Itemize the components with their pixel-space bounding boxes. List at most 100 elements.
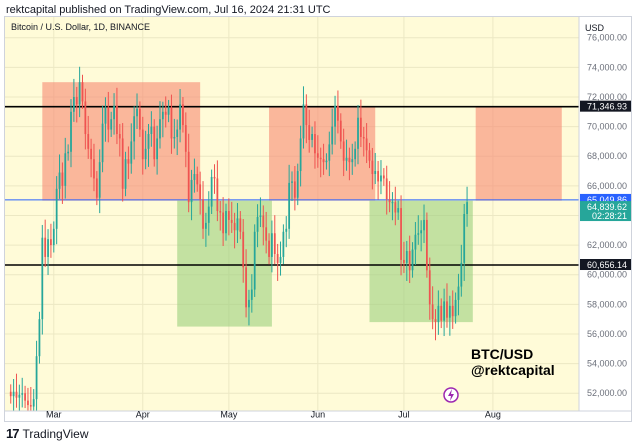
candle-body [230, 219, 233, 223]
candle-body [107, 107, 110, 130]
candle-body [58, 172, 61, 189]
candle-body [239, 218, 242, 232]
candle-body [431, 304, 434, 320]
price-chart[interactable]: USD 52,000.00 54,000.00 56,000.00 58,000.00 6… [5, 17, 631, 421]
candle-body [448, 305, 451, 318]
candle-body [314, 134, 316, 154]
candle-body [176, 129, 179, 137]
candle-body [437, 305, 440, 323]
x-tick-label: May [220, 409, 238, 419]
candle-body [81, 82, 84, 102]
candle-body [331, 126, 334, 145]
candle-body [460, 262, 463, 287]
candle-body [242, 231, 245, 268]
chart-frame[interactable]: USD 52,000.00 54,000.00 56,000.00 58,000.00 6… [4, 16, 632, 422]
candle-body [205, 222, 207, 229]
candle-body [72, 96, 75, 112]
y-tick-label: 68,000.00 [587, 151, 627, 161]
candle-body [245, 267, 247, 308]
candle-body [24, 393, 26, 401]
candle-body [161, 111, 164, 120]
candle-body [397, 208, 400, 213]
candle-body [202, 199, 204, 229]
candle-body [110, 119, 113, 130]
candle-body [196, 174, 199, 185]
candle-body [173, 136, 176, 139]
y-tick-label: 74,000.00 [587, 62, 627, 72]
candle-body [222, 212, 225, 234]
candle-body [325, 160, 328, 163]
candle-body [41, 237, 44, 320]
x-tick-label: Jul [398, 409, 410, 419]
candle-body [29, 405, 32, 407]
published-caption: rektcapital published on TradingView.com… [6, 4, 331, 16]
candle-body [118, 134, 121, 139]
watermark-author: @rektcapital [471, 362, 555, 378]
candle-body [116, 105, 118, 135]
candle-body [457, 286, 460, 300]
footer-brand: TradingView [22, 426, 89, 441]
candle-body [417, 233, 420, 235]
y-tick-label: 56,000.00 [587, 329, 627, 339]
candle-body [388, 199, 391, 203]
candle-body [219, 211, 222, 213]
candle-body [55, 188, 58, 229]
y-tick-label: 76,000.00 [587, 33, 627, 43]
candle-body [236, 218, 239, 231]
price-label: 60,656.14 [587, 260, 627, 270]
candle-body [156, 138, 158, 160]
candle-body [348, 157, 351, 163]
candle-body [420, 230, 423, 234]
candle-body [133, 116, 136, 142]
candle-body [377, 171, 379, 182]
candle-body [322, 159, 325, 163]
candle-body [104, 107, 107, 124]
candle-body [130, 141, 133, 164]
candle-body [268, 240, 270, 257]
candle-body [285, 228, 288, 232]
candle-body [87, 134, 90, 149]
candle-body [271, 233, 273, 257]
candle-body [199, 184, 202, 200]
candle-body [466, 202, 468, 214]
candle-body [293, 181, 296, 198]
candle-body [253, 231, 256, 290]
candle-body [434, 319, 437, 323]
candle-body [187, 151, 190, 203]
candle-body [38, 319, 41, 357]
candle-body [299, 138, 302, 172]
candle-body [179, 104, 181, 130]
tradingview-logo-icon: 17 [6, 426, 20, 441]
candle-body [305, 104, 308, 126]
watermark-pair: BTC/USD [471, 346, 533, 362]
candle-body [21, 393, 24, 395]
countdown-label: 02:28:21 [592, 211, 627, 221]
currency-label: USD [585, 23, 605, 33]
candle-body [451, 305, 454, 317]
candle-body [279, 256, 282, 263]
candle-body [52, 228, 55, 246]
candle-body [454, 299, 457, 317]
price-label-box [580, 259, 631, 271]
candle-body [411, 249, 414, 271]
candle-body [382, 175, 385, 179]
candle-body [190, 179, 193, 203]
candle-body [136, 108, 138, 117]
candle-body [428, 270, 431, 305]
candle-body [44, 237, 47, 257]
chart-title: Bitcoin / U.S. Dollar, 1D, BINANCE [11, 22, 150, 32]
candle-body [64, 153, 67, 186]
candle-body [184, 125, 187, 152]
y-tick-label: 54,000.00 [587, 359, 627, 369]
candle-body [139, 108, 141, 130]
resistance-zone [475, 107, 562, 201]
candle-body [371, 160, 374, 175]
support-zone [369, 200, 473, 323]
candle-body [127, 159, 130, 164]
y-tick-label: 52,000.00 [587, 388, 627, 398]
candle-body [334, 105, 336, 127]
candle-body [12, 391, 15, 397]
candle-body [426, 219, 428, 271]
price-label: 65,049.86 [587, 195, 627, 205]
candle-body [90, 148, 92, 160]
